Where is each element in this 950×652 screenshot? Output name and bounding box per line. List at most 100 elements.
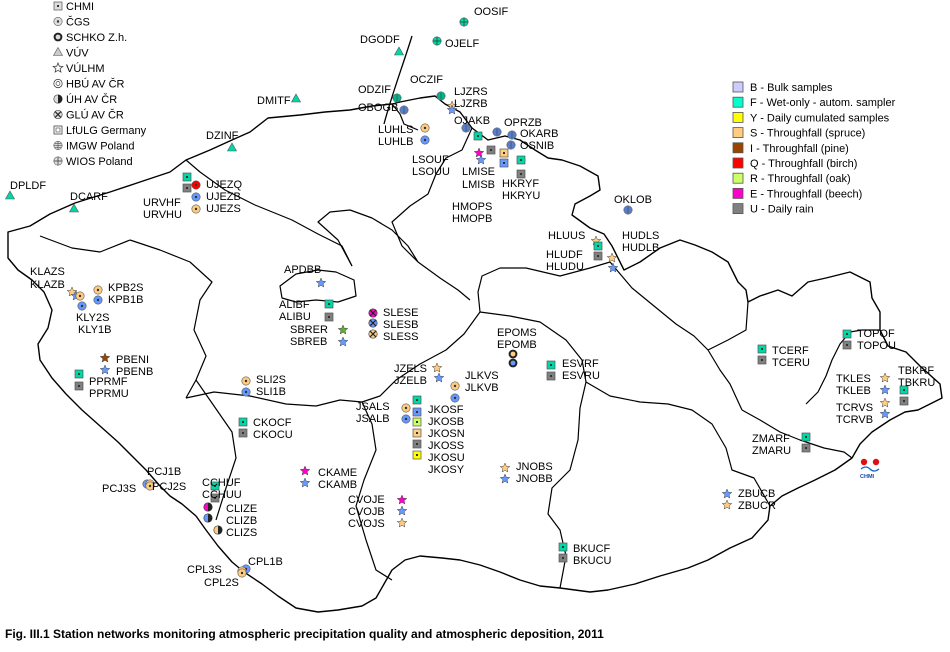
station-oklob[interactable]: OKLOB — [614, 194, 652, 215]
station-topou[interactable]: TOPOU — [842, 340, 896, 352]
station-sbreb[interactable]: SBREB — [290, 336, 349, 348]
station-dgodf[interactable]: DGODF — [360, 34, 405, 56]
station-sli2s[interactable]: SLI2S — [241, 374, 286, 386]
station-alibf[interactable]: ALIBF — [279, 299, 334, 311]
station-cchuf[interactable]: CCHUF — [202, 477, 241, 491]
station-hludu[interactable]: HLUDU — [546, 251, 603, 273]
station-alibu[interactable]: ALIBU — [279, 311, 334, 323]
station-ljzrb[interactable]: LJZRB — [446, 98, 488, 115]
station-tcrvs[interactable]: TCRVS — [836, 397, 891, 414]
station-lsouu[interactable]: LSOUU — [412, 145, 496, 178]
station-kpb1b[interactable]: KPB1B — [93, 294, 144, 306]
station-zmarf[interactable]: ZMARF — [752, 432, 811, 445]
station-hudls[interactable]: HUDLS — [606, 230, 659, 263]
station-jkosy[interactable]: JKOSY — [412, 450, 465, 476]
station-cvojb[interactable]: CVOJB — [348, 505, 408, 518]
station-dpldf[interactable]: DPLDF — [4, 180, 47, 200]
station-cvoje[interactable]: CVOJE — [348, 494, 408, 506]
station-cvojs[interactable]: CVOJS — [348, 517, 408, 530]
station-slese[interactable]: SLESE — [368, 307, 419, 319]
station-esvrf[interactable]: ESVRF — [546, 358, 599, 370]
station-apdbb[interactable]: APDBB — [284, 264, 327, 288]
station-luhls[interactable]: LUHLS — [378, 123, 430, 136]
station-dcarf[interactable]: DCARF — [68, 191, 109, 213]
station-oczif[interactable]: OCZIF — [410, 74, 446, 101]
station-tbkrf[interactable]: TBKRF — [898, 365, 934, 395]
station-hmops[interactable]: HMOPS — [452, 148, 509, 213]
station-hkryu[interactable]: HKRYU — [502, 169, 540, 202]
station-lmisb[interactable]: LMISB — [462, 154, 495, 191]
station-kly2s[interactable]: KLY2S — [75, 291, 110, 324]
station-zbucb[interactable]: ZBUCB — [721, 488, 775, 500]
station-hkryf[interactable]: HKRYF — [502, 155, 539, 190]
station-ckocu[interactable]: CKOCU — [238, 428, 293, 441]
station-clizb[interactable]: CLIZB — [203, 513, 257, 527]
station-oosif[interactable]: OOSIF — [459, 6, 509, 27]
station-ujezb[interactable]: UJEZB — [191, 191, 241, 203]
station-ckocf[interactable]: CKOCF — [238, 417, 292, 429]
station-jkosb[interactable]: JKOSB — [412, 407, 464, 428]
station-esvru[interactable]: ESVRU — [546, 370, 600, 382]
station-kpb2s[interactable]: KPB2S — [93, 282, 144, 295]
station-jnobs[interactable]: JNOBS — [499, 461, 553, 473]
station-jkoss[interactable]: JKOSS — [412, 428, 464, 452]
station-odzif[interactable]: ODZIF — [358, 84, 402, 103]
station-jkosn[interactable]: JKOSN — [412, 417, 465, 440]
station-sbrer[interactable]: SBRER — [290, 324, 349, 336]
station-jzels[interactable]: JZELS — [394, 362, 443, 375]
station-urvhf[interactable]: URVHF — [143, 172, 192, 209]
station-tcerf[interactable]: TCERF — [757, 344, 809, 357]
station-hludf[interactable]: HLUDF — [546, 241, 603, 261]
station-jlkvb[interactable]: JLKVB — [450, 382, 499, 403]
station-clizs[interactable]: CLIZS — [213, 525, 257, 539]
station-jnobb[interactable]: JNOBB — [499, 473, 553, 485]
station-cchuu[interactable]: CCHUU — [202, 489, 242, 503]
station-clize[interactable]: CLIZE — [203, 502, 257, 515]
station-pcj2s[interactable]: PCJ2S — [145, 481, 186, 493]
station-zmaru[interactable]: ZMARU — [752, 443, 811, 457]
station-lsouf[interactable]: LSOUF — [412, 131, 483, 166]
station-ojakb[interactable]: OJAKB — [454, 115, 490, 133]
station-dzinf[interactable]: DZINF — [206, 130, 239, 152]
station-tbkru[interactable]: TBKRU — [898, 377, 935, 406]
station-lmise[interactable]: LMISE — [462, 147, 495, 178]
station-pprmf[interactable]: PPRMF — [74, 369, 128, 388]
station-jzelb[interactable]: JZELB — [394, 372, 445, 387]
station-pprmu[interactable]: PPRMU — [74, 381, 129, 400]
station-tcrvb[interactable]: TCRVB — [836, 408, 891, 426]
station-sless[interactable]: SLESS — [368, 329, 419, 343]
station-jkosu[interactable]: JKOSU — [412, 439, 465, 464]
station-jsalb[interactable]: JSALB — [356, 413, 411, 425]
station-hudlb[interactable]: HUDLB — [607, 242, 659, 273]
station-ujezs[interactable]: UJEZS — [191, 203, 241, 215]
station-slesb[interactable]: SLESB — [368, 318, 419, 331]
station-obogb[interactable]: OBOGB — [358, 102, 409, 115]
station-cpl2s[interactable]: CPL2S — [204, 568, 247, 589]
station-ckame[interactable]: CKAME — [299, 465, 357, 479]
station-ojelf[interactable]: OJELF — [432, 36, 480, 50]
station-epoms[interactable]: EPOMS — [497, 327, 537, 359]
station-tceru[interactable]: TCERU — [757, 355, 810, 369]
station-dmitf[interactable]: DMITF — [257, 93, 302, 107]
station-kly1b[interactable]: KLY1B — [77, 301, 112, 336]
station-epomb[interactable]: EPOMB — [497, 339, 537, 368]
station-topof[interactable]: TOPOF — [842, 328, 895, 340]
station-bkucu[interactable]: BKUCU — [558, 553, 612, 567]
station-pbeni[interactable]: PBENI — [99, 352, 149, 366]
station-zbucr[interactable]: ZBUCR — [721, 499, 776, 512]
station-jlkvs[interactable]: JLKVS — [450, 370, 499, 391]
station-osnib[interactable]: OSNIB — [506, 140, 554, 152]
station-jsals[interactable]: JSALS — [356, 401, 411, 413]
station-okarb[interactable]: OKARB — [507, 128, 559, 140]
station-hluus[interactable]: HLUUS — [548, 230, 602, 246]
station-oprzb[interactable]: OPRZB — [492, 117, 542, 137]
station-ujezq[interactable]: UJEZQ — [191, 179, 243, 191]
station-urvhu[interactable]: URVHU — [143, 183, 192, 221]
station-pbenb[interactable]: PBENB — [99, 364, 153, 378]
station-ckamb[interactable]: CKAMB — [299, 477, 357, 491]
station-luhlb[interactable]: LUHLB — [378, 135, 430, 148]
station-jkosf[interactable]: JKOSF — [412, 395, 464, 416]
station-cpl1b[interactable]: CPL1B — [241, 556, 283, 574]
station-bkucf[interactable]: BKUCF — [558, 542, 611, 555]
station-sli1b[interactable]: SLI1B — [241, 386, 286, 398]
